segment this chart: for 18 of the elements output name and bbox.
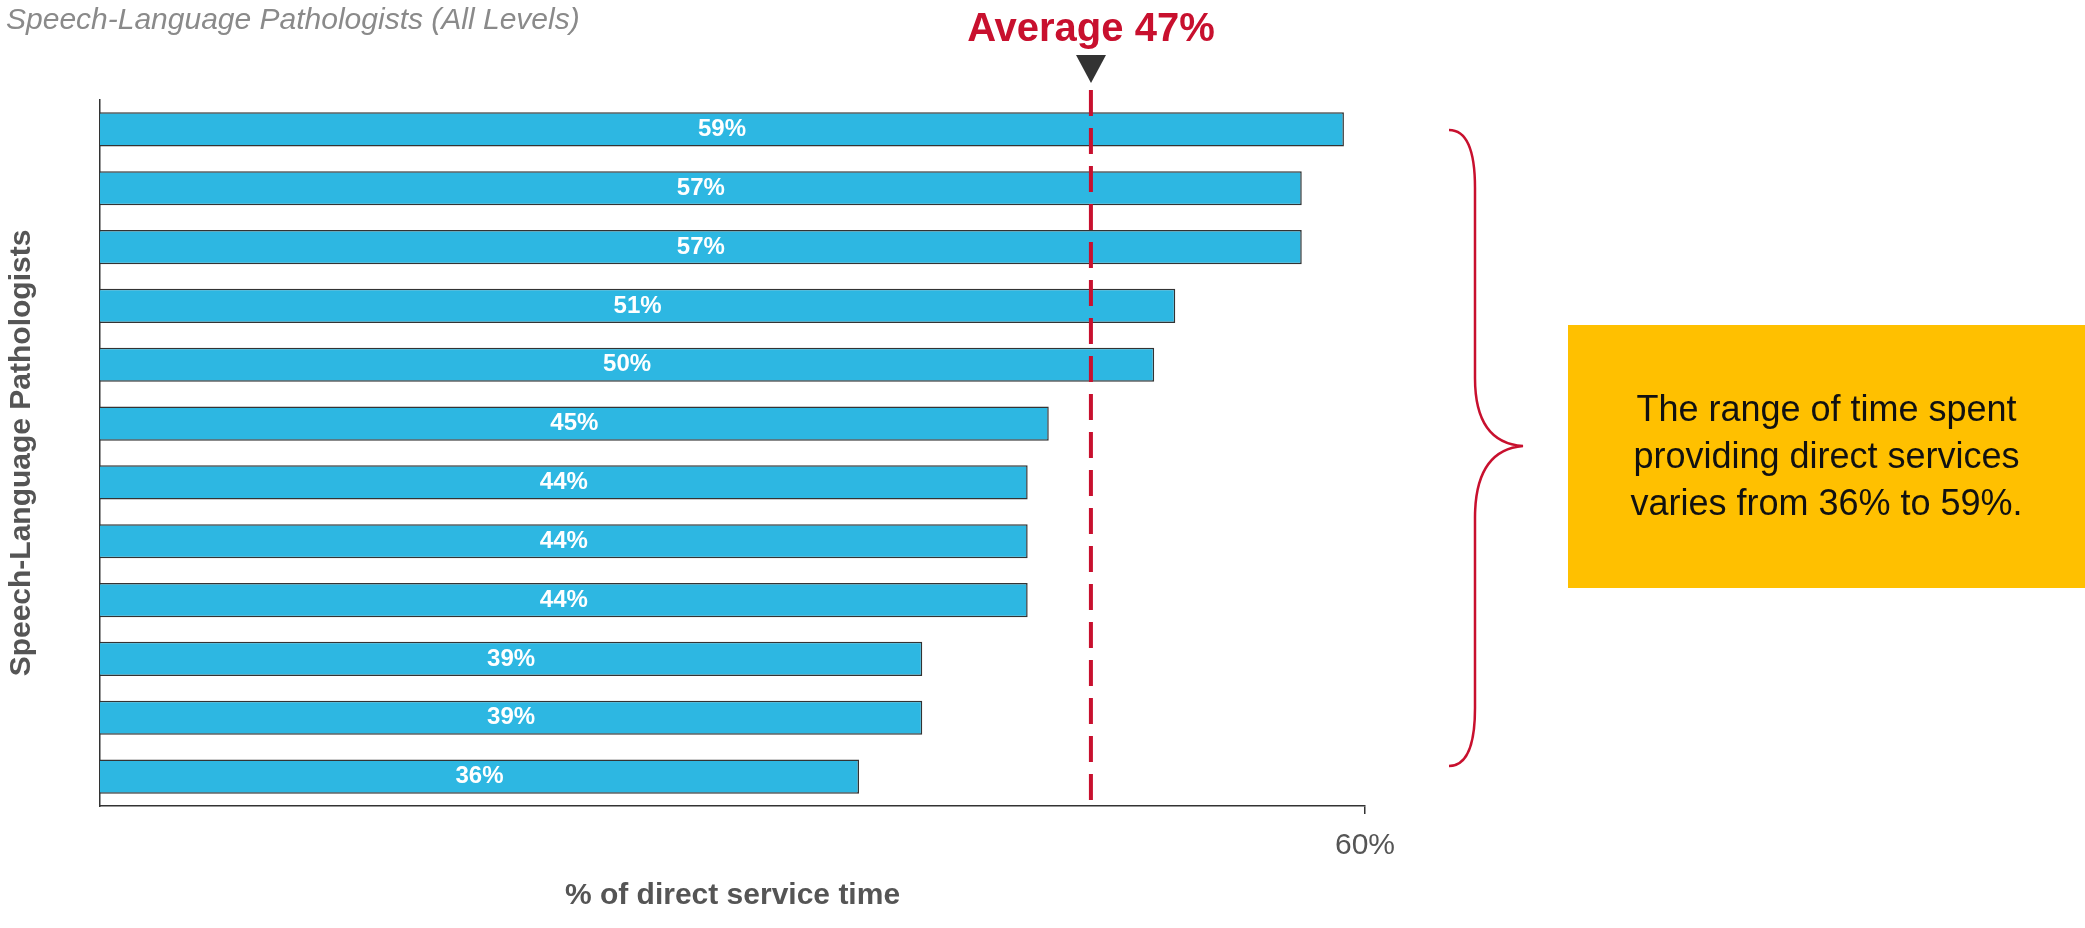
text: The range of time spent providing direct services varies from 36% to 59%. — [1568, 325, 2085, 588]
data-label: 59% — [697, 114, 746, 142]
data-label: 44% — [539, 584, 588, 612]
x-tick-label: 60% — [1334, 827, 1396, 861]
data-label: 57% — [676, 231, 725, 259]
data-label: 45% — [550, 408, 599, 436]
data-label: 50% — [603, 349, 652, 377]
data-label: 36% — [455, 761, 504, 789]
chart-title: Speech-Language Pathologists (All Levels) — [6, 2, 580, 36]
data-label: 44% — [539, 525, 588, 553]
data-label: 39% — [487, 702, 536, 730]
y-axis-title: Speech-Language Pathologists — [3, 229, 37, 677]
data-label: 57% — [676, 172, 725, 200]
x-axis-title: % of direct service time — [564, 877, 901, 911]
data-label: 39% — [487, 643, 536, 671]
ref-line-label: Average 47% — [967, 5, 1215, 50]
data-label: 44% — [539, 467, 588, 495]
data-label: 51% — [613, 290, 662, 318]
